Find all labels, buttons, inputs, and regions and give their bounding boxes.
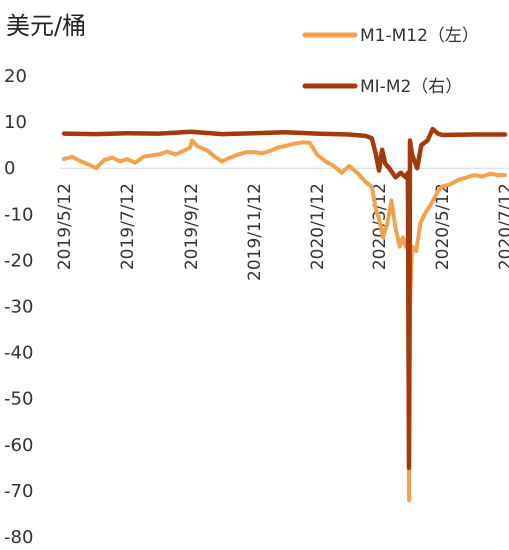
x-tick-label: 2019/5/12	[55, 183, 75, 270]
y-tick-label: 10	[4, 112, 27, 133]
y-tick-label: -10	[4, 204, 33, 225]
y-axis-unit-label: 美元/桶	[6, 12, 87, 40]
series-layer	[61, 126, 508, 503]
y-tick-label: -20	[4, 250, 33, 271]
y-tick-label: -30	[4, 297, 33, 318]
legend: M1-M12（左） MI-M2（右）	[302, 26, 479, 97]
x-tick-label: 2019/11/12	[245, 183, 265, 281]
x-tick-label: 2019/9/12	[182, 183, 202, 270]
x-axis-ticks: 2019/5/12 2019/7/12 2019/9/12 2019/11/12 202…	[55, 183, 509, 281]
y-tick-label: -40	[4, 343, 33, 364]
x-tick-label: 2020/7/12	[496, 183, 509, 270]
series-line-1	[62, 138, 507, 503]
y-tick-label: -70	[4, 481, 33, 502]
y-tick-label: -60	[4, 435, 33, 456]
y-tick-label: 0	[4, 158, 15, 179]
x-tick-label: 2019/7/12	[118, 183, 138, 270]
y-tick-label: -50	[4, 389, 33, 410]
x-tick-label: 2020/5/12	[433, 183, 453, 270]
y-tick-label: 20	[4, 66, 27, 87]
series-line-2	[61, 126, 508, 471]
legend-label-1: M1-M12（左）	[360, 26, 479, 46]
y-axis-ticks: 20 10 0 -10 -20 -30 -40 -50 -60 -70 -80	[4, 66, 33, 548]
y-tick-label: -80	[4, 527, 33, 548]
legend-label-2: MI-M2（右）	[360, 77, 462, 97]
x-tick-label: 2020/1/12	[308, 183, 328, 270]
